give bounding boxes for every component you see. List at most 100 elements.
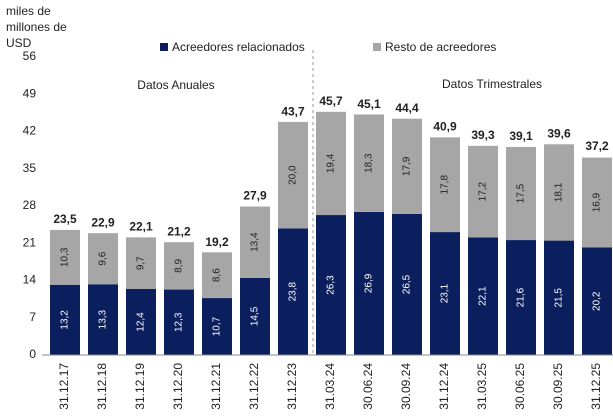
data-label: 8,6 (212, 268, 223, 282)
data-label: 21,5 (554, 288, 565, 308)
data-label: 21,6 (516, 287, 527, 307)
total-label: 19,2 (205, 235, 229, 249)
data-label: 13,2 (60, 310, 71, 330)
legend-swatch (160, 43, 168, 51)
x-tick-label: 30.06.24 (361, 363, 375, 410)
x-tick-label: 31.12.25 (589, 363, 603, 410)
total-label: 22,9 (91, 215, 115, 229)
x-tick-label: 31.12.19 (133, 363, 147, 410)
data-label: 20,0 (288, 165, 299, 185)
data-label: 10,3 (60, 247, 71, 267)
y-tick-label: 28 (23, 198, 37, 212)
data-label: 14,5 (250, 306, 261, 326)
legend-swatch (373, 43, 381, 51)
data-label: 19,4 (326, 153, 337, 173)
y-tick-label: 14 (23, 273, 37, 287)
x-tick-label: 31.12.17 (57, 363, 71, 410)
y-tick-label: 35 (23, 161, 37, 175)
total-label: 40,9 (433, 120, 457, 134)
data-label: 9,7 (136, 256, 147, 270)
annotation: Datos Trimestrales (442, 77, 542, 91)
y-tick-label: 7 (29, 310, 36, 324)
total-label: 21,2 (167, 224, 191, 238)
bar-segment (392, 213, 422, 355)
total-label: 37,2 (585, 139, 609, 153)
total-label: 39,3 (471, 128, 495, 142)
bar-segment (50, 229, 80, 285)
x-tick-label: 31.03.24 (323, 363, 337, 410)
bar-segment (392, 118, 422, 214)
bar-segment (506, 146, 536, 241)
bar-segment (468, 237, 498, 355)
data-label: 12,4 (136, 312, 147, 332)
y-tick-label: 49 (23, 86, 37, 100)
y-tick-label: 21 (23, 235, 37, 249)
bar-segment (126, 289, 156, 355)
x-tick-label: 30.06.25 (513, 363, 527, 410)
y-tick-label: 42 (23, 124, 37, 138)
data-label: 9,6 (98, 251, 109, 265)
data-label: 16,9 (592, 192, 603, 212)
data-label: 26,5 (402, 274, 413, 294)
bar-segment (544, 144, 574, 241)
total-label: 45,1 (357, 97, 381, 111)
bar-segment (582, 247, 612, 355)
bar-segment (430, 232, 460, 355)
bar-segment (240, 206, 270, 278)
x-tick-label: 30.09.24 (399, 363, 413, 410)
bar-segment (202, 252, 232, 299)
data-label: 17,8 (440, 175, 451, 195)
bar-segment (506, 240, 536, 355)
data-label: 10,7 (212, 316, 223, 336)
bar-segment (278, 228, 308, 355)
data-label: 23,1 (440, 283, 451, 303)
data-label: 17,9 (402, 156, 413, 176)
total-label: 43,7 (281, 105, 305, 119)
data-label: 18,3 (364, 153, 375, 173)
bar-segment (544, 240, 574, 355)
legend-label: Acreedores relacionados (172, 40, 305, 54)
bar-segment (278, 121, 308, 229)
data-label: 26,9 (364, 273, 375, 293)
x-tick-label: 31.12.23 (285, 363, 299, 410)
y-axis-label: USD (6, 36, 32, 50)
legend-label: Resto de acreedores (385, 40, 496, 54)
bar-segment (164, 242, 194, 290)
bar-segment (202, 298, 232, 355)
bar-segment (354, 114, 384, 212)
total-label: 39,6 (547, 126, 571, 140)
data-label: 20,2 (592, 291, 603, 311)
total-label: 44,4 (395, 101, 419, 115)
bar-segment (430, 137, 460, 233)
x-tick-label: 31.12.20 (171, 363, 185, 410)
data-label: 17,2 (478, 181, 489, 201)
data-label: 26,3 (326, 275, 337, 295)
y-tick-label: 0 (29, 347, 36, 361)
x-tick-label: 31.12.22 (247, 363, 261, 410)
y-axis-label: miles de (6, 4, 51, 18)
x-tick-label: 31.12.18 (95, 363, 109, 410)
bar-segment (50, 284, 80, 355)
data-label: 17,5 (516, 183, 527, 203)
x-tick-label: 31.12.24 (437, 363, 451, 410)
bar-segment (354, 211, 384, 355)
x-tick-label: 31.12.21 (209, 363, 223, 410)
total-label: 22,1 (129, 220, 153, 234)
total-label: 39,1 (509, 129, 533, 143)
total-label: 45,7 (319, 94, 343, 108)
annotation: Datos Anuales (137, 78, 214, 92)
bar-segment (316, 111, 346, 216)
data-label: 23,8 (288, 282, 299, 302)
bar-segment (164, 289, 194, 355)
x-tick-label: 30.09.25 (551, 363, 565, 410)
data-label: 8,9 (174, 258, 185, 272)
data-label: 13,4 (250, 232, 261, 252)
y-axis-label: millones de (6, 20, 67, 34)
bar-segment (88, 233, 118, 285)
bar-segment (582, 157, 612, 248)
data-label: 13,3 (98, 309, 109, 329)
data-label: 12,3 (174, 312, 185, 332)
data-label: 22,1 (478, 286, 489, 306)
bar-segment (316, 215, 346, 355)
